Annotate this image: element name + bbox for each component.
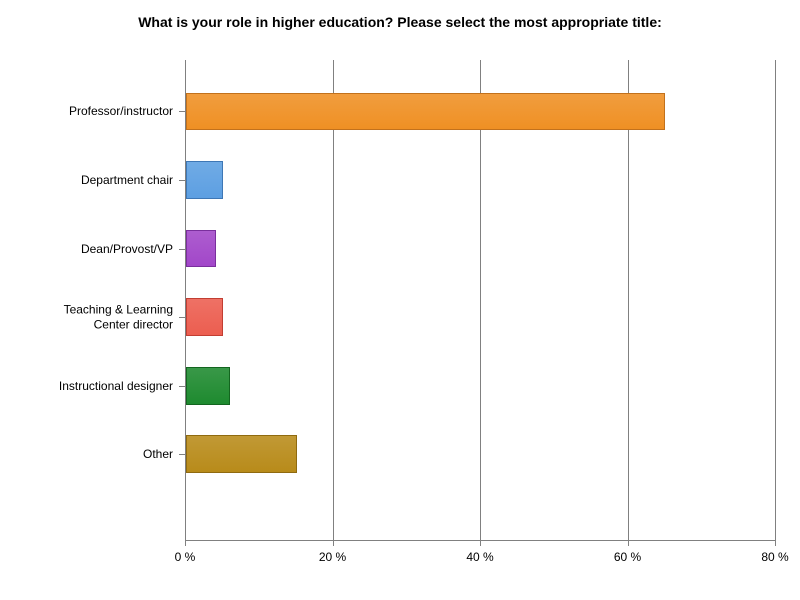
y-tick	[179, 386, 185, 387]
bar	[186, 230, 216, 268]
bar	[186, 367, 230, 405]
x-tick-label: 0 %	[175, 550, 196, 564]
x-tick	[628, 540, 629, 546]
plot-area: 0 %20 %40 %60 %80 %Professor/instructorD…	[185, 60, 775, 540]
bar	[186, 298, 223, 336]
y-category-label: Teaching & Learning Center director	[8, 303, 173, 332]
y-tick	[179, 249, 185, 250]
bar	[186, 161, 223, 199]
x-tick-label: 40 %	[466, 550, 493, 564]
bar-chart: What is your role in higher education? P…	[0, 0, 800, 600]
x-tick	[185, 540, 186, 546]
gridline	[628, 60, 629, 540]
chart-title: What is your role in higher education? P…	[0, 14, 800, 30]
y-category-label: Other	[8, 447, 173, 461]
x-tick-label: 80 %	[761, 550, 788, 564]
x-tick	[333, 540, 334, 546]
y-tick	[179, 317, 185, 318]
bar	[186, 435, 297, 473]
y-tick	[179, 111, 185, 112]
gridline	[775, 60, 776, 540]
y-category-label: Professor/instructor	[8, 104, 173, 118]
y-category-label: Instructional designer	[8, 379, 173, 393]
x-tick-label: 60 %	[614, 550, 641, 564]
x-tick	[775, 540, 776, 546]
y-category-label: Department chair	[8, 173, 173, 187]
x-tick-label: 20 %	[319, 550, 346, 564]
x-tick	[480, 540, 481, 546]
y-tick	[179, 454, 185, 455]
y-category-label: Dean/Provost/VP	[8, 241, 173, 255]
y-tick	[179, 180, 185, 181]
gridline	[480, 60, 481, 540]
bar	[186, 93, 665, 131]
gridline	[333, 60, 334, 540]
